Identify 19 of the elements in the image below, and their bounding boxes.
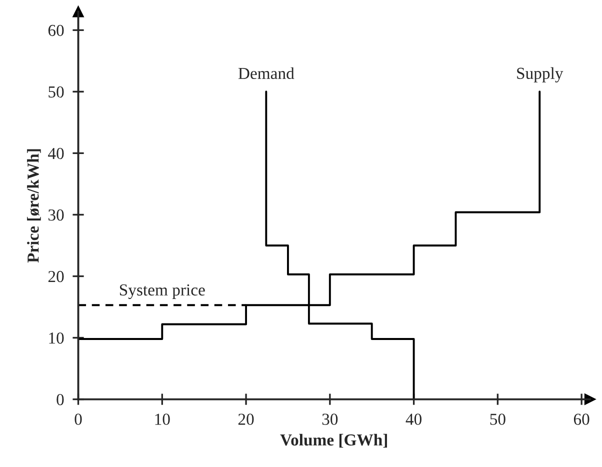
x-tick-label: 20 <box>238 414 254 425</box>
series-label: Supply <box>517 67 564 82</box>
y-tick-label: 50 <box>48 86 64 98</box>
x-tick-label: 60 <box>574 414 590 425</box>
x-tick-label: 30 <box>322 414 338 425</box>
y-tick-label: 60 <box>48 24 64 36</box>
x-tick-label: 0 <box>74 414 82 425</box>
y-axis-title: Price [øre/kWh] <box>27 149 41 263</box>
series-label: System price <box>120 284 205 299</box>
y-tick-label: 30 <box>48 209 64 221</box>
y-tick-label: 10 <box>49 332 64 344</box>
x-tick-label: 50 <box>490 414 506 425</box>
y-tick-label: 40 <box>48 148 64 160</box>
series-label: Demand <box>238 67 294 80</box>
x-tick-label: 40 <box>406 414 422 425</box>
y-tick-label: 20 <box>48 270 64 282</box>
y-tick-label: 0 <box>56 394 64 406</box>
x-tick-label: 10 <box>155 414 170 425</box>
x-axis-title: Volume [GWh] <box>280 434 387 448</box>
